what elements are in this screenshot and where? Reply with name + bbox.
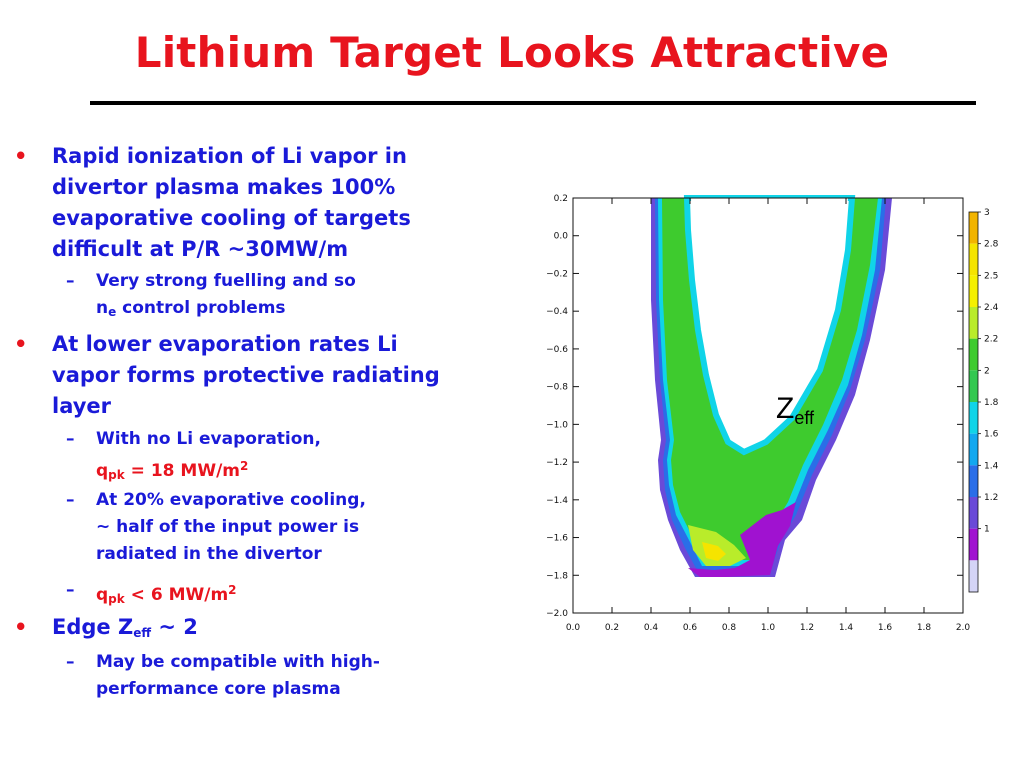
subbullet-dash: – (66, 490, 75, 510)
y-tick-label: 0.2 (554, 194, 568, 204)
y-axis: 0.2 0.0 −0.2 −0.4 −0.6 −0.8 −1.0 −1.2 −1.4 −1.6 −1… (546, 194, 963, 619)
bullet-text-line: Rapid ionization of Li vapor in (52, 144, 407, 168)
colorbar-segment (969, 275, 978, 307)
x-tick-label: 0.2 (605, 623, 619, 633)
subbullet-dash: – (66, 271, 75, 291)
x-tick-label: 1.4 (839, 623, 854, 633)
bullet-dot: • (14, 615, 28, 639)
y-tick-label: −0.2 (546, 269, 568, 279)
subbullet-dash: – (66, 652, 75, 672)
colorbar-label: 1.4 (984, 461, 999, 471)
x-tick-label: 1.0 (761, 623, 776, 633)
region-core-inner (691, 198, 848, 446)
subbullet-text-line: With no Li evaporation, (96, 429, 321, 449)
colorbar-segment (969, 497, 978, 529)
colorbar-label: 2 (984, 366, 990, 376)
x-tick-label: 0.6 (683, 623, 698, 633)
subbullet-text-line: radiated in the divertor (96, 544, 322, 564)
title-divider (90, 101, 976, 105)
x-axis: 0.0 0.2 0.4 0.6 0.8 1.0 1.2 1.4 1.6 1.8 2.0 (566, 198, 971, 633)
y-tick-label: −1.8 (546, 571, 568, 581)
subbullet-compatible: – May be compatible with high- performan… (66, 649, 380, 703)
bullet-text-line: layer (52, 394, 112, 418)
y-tick-label: 0.0 (554, 232, 569, 242)
bullet-dot: • (14, 144, 28, 168)
bullet-text-line: evaporative cooling of targets (52, 206, 411, 230)
subbullet-text-line: ne control problems (96, 298, 286, 319)
y-tick-label: −1.6 (546, 534, 568, 544)
bullet-text-line: At lower evaporation rates Li (52, 332, 398, 356)
colorbar-label: 2.4 (984, 303, 999, 313)
colorbar-segment (969, 402, 978, 434)
colorbar: 3 2.8 2.5 2.4 2.2 2 1.8 1.6 1.4 1.2 1 (968, 208, 999, 593)
bullet-text-line: Edge Zeff ~ 2 (52, 615, 198, 640)
colorbar-label: 2.5 (984, 271, 998, 281)
y-tick-label: −0.4 (546, 307, 568, 317)
bullet-text-line: vapor forms protective radiating (52, 363, 440, 387)
contour-regions (651, 195, 892, 577)
colorbar-segment (969, 560, 978, 592)
subbullet-fuelling: – Very strong fuelling and so ne control… (66, 268, 356, 326)
subbullet-text-line: ~ half of the input power is (96, 517, 360, 537)
colorbar-segment (969, 528, 978, 561)
x-tick-label: 0.4 (644, 623, 659, 633)
zeff-contour-plot: 0.0 0.2 0.4 0.6 0.8 1.0 1.2 1.4 1.6 1.8 2.0 0.20.0… (546, 194, 999, 633)
x-tick-label: 0.0 (566, 623, 581, 633)
colorbar-segment (969, 338, 978, 371)
bullet-text-line: difficult at P/R ~30MW/m (52, 237, 349, 261)
heat-flux-value: qpk = 18 MW/m2 (96, 459, 249, 482)
colorbar-label: 1 (984, 525, 990, 535)
bullet-edge-zeff: • Edge Zeff ~ 2 (14, 612, 198, 649)
colorbar-label: 2.8 (984, 240, 999, 250)
subbullet-heat-flux-6: – qpk < 6 MW/m2 (66, 577, 237, 613)
colorbar-segment (969, 433, 978, 466)
x-tick-label: 1.6 (878, 623, 893, 633)
y-tick-label: −1.4 (546, 496, 568, 506)
bullet-dot: • (14, 332, 28, 356)
colorbar-segment (969, 307, 978, 339)
y-tick-label: −1.0 (546, 420, 568, 430)
region-purple (688, 502, 796, 577)
colorbar-segment (969, 370, 978, 402)
x-tick-label: 2.0 (956, 623, 971, 633)
subbullet-dash: – (66, 580, 75, 600)
x-tick-label: 0.8 (722, 623, 737, 633)
subbullet-no-evaporation: – With no Li evaporation, qpk = 18 MW/m2 (66, 426, 321, 489)
bullet-ionization: • Rapid ionization of Li vapor in divert… (14, 141, 411, 265)
bullet-text-line: divertor plasma makes 100% (52, 175, 396, 199)
subbullet-text-line: May be compatible with high- (96, 652, 380, 672)
colorbar-segment (969, 212, 978, 244)
y-tick-label: −0.6 (546, 345, 568, 355)
colorbar-label: 3 (984, 208, 990, 218)
x-tick-label: 1.2 (800, 623, 814, 633)
colorbar-label: 1.6 (984, 430, 999, 440)
colorbar-segment (969, 243, 978, 276)
slide-title: Lithium Target Looks Attractive (134, 28, 890, 77)
colorbar-segment (969, 465, 978, 497)
colorbar-label: 1.2 (984, 493, 998, 503)
region-yellow (702, 542, 726, 561)
subbullet-text-line: performance core plasma (96, 679, 341, 699)
colorbar-label: 1.8 (984, 398, 999, 408)
heat-flux-value: qpk < 6 MW/m2 (96, 583, 237, 606)
bullet-evaporation: • At lower evaporation rates Li vapor fo… (14, 329, 440, 422)
subbullet-text-line: At 20% evaporative cooling, (96, 490, 366, 510)
subbullet-dash: – (66, 429, 75, 449)
colorbar-label: 2.2 (984, 335, 998, 345)
subbullet-20-percent: – At 20% evaporative cooling, ~ half of … (66, 487, 366, 568)
region-core-lining (683, 195, 856, 456)
region-yellow-green (688, 525, 746, 566)
zeff-annotation: Zeff (776, 392, 815, 428)
y-tick-label: −2.0 (546, 609, 568, 619)
y-tick-label: −0.8 (546, 383, 568, 393)
subbullet-text-line: Very strong fuelling and so (96, 271, 356, 291)
y-tick-label: −1.2 (546, 458, 568, 468)
x-tick-label: 1.8 (917, 623, 932, 633)
